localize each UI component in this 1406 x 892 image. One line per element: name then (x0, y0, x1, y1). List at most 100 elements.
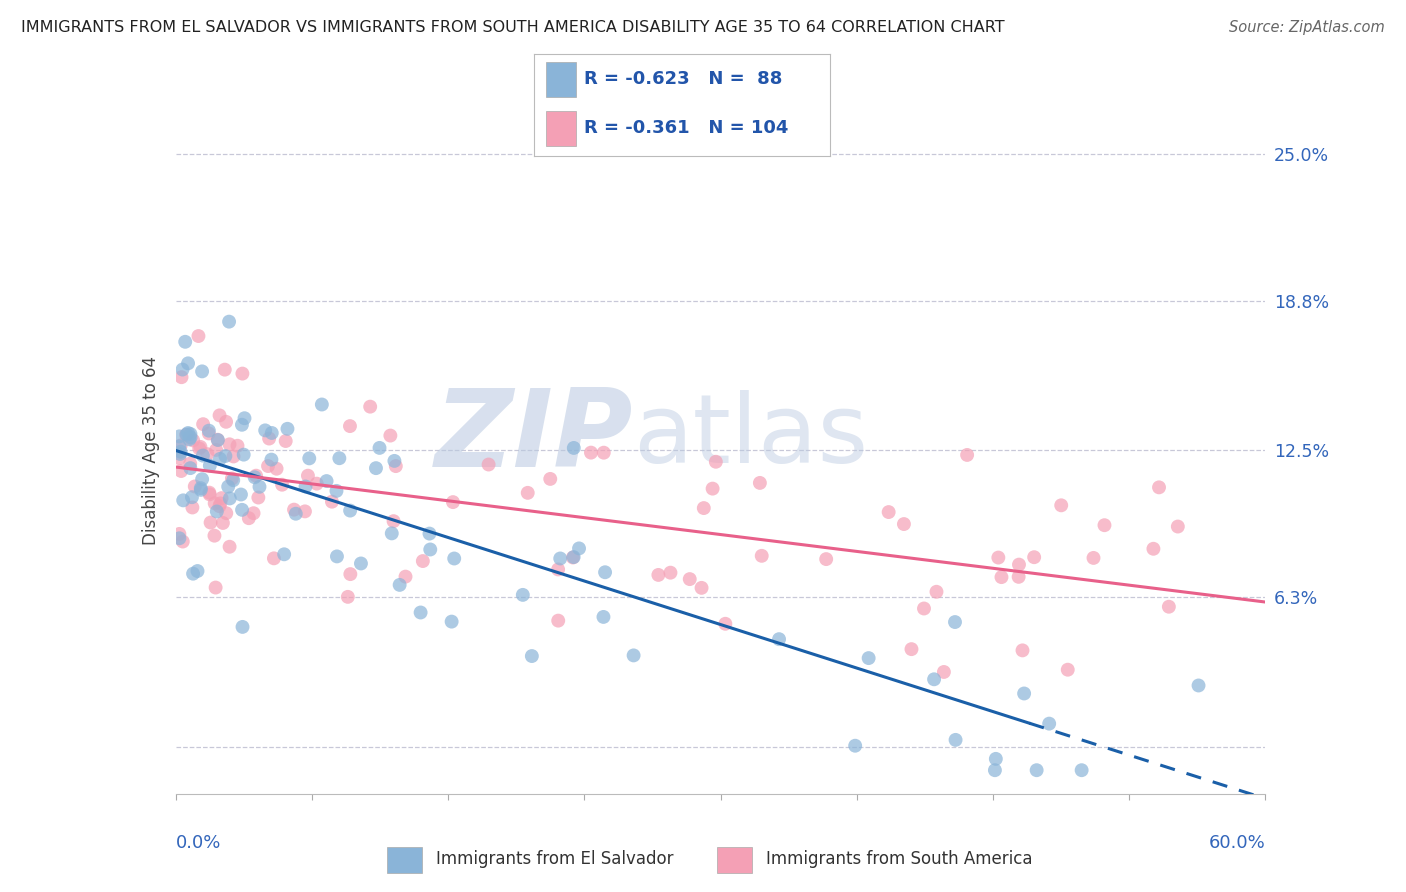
Point (561, 550, 583, 565)
Point (339, 503, 361, 517)
Point (659, 566, 682, 580)
Point (568, 541, 591, 556)
Point (1083, 550, 1105, 565)
Point (984, 763, 1007, 777)
Point (243, 470, 266, 484)
Point (169, 527, 191, 541)
Point (593, 566, 616, 580)
Point (858, 651, 880, 665)
Point (943, 615, 966, 629)
Point (169, 447, 191, 461)
Point (339, 567, 361, 582)
Point (1070, 763, 1092, 777)
Point (1167, 519, 1189, 533)
Point (209, 496, 232, 510)
Point (380, 428, 402, 442)
Point (932, 665, 955, 679)
Point (176, 427, 198, 442)
Point (254, 423, 277, 437)
Point (690, 581, 713, 595)
Point (990, 570, 1012, 584)
Point (443, 551, 465, 566)
Point (321, 494, 343, 508)
Point (231, 367, 253, 381)
Point (174, 427, 197, 442)
Point (169, 531, 191, 545)
Point (198, 487, 221, 501)
Point (1011, 643, 1033, 657)
Point (218, 540, 240, 554)
Point (247, 491, 270, 505)
Point (394, 569, 416, 583)
Point (283, 502, 305, 516)
Text: IMMIGRANTS FROM EL SALVADOR VS IMMIGRANTS FROM SOUTH AMERICA DISABILITY AGE 35 T: IMMIGRANTS FROM EL SALVADOR VS IMMIGRANT… (21, 20, 1005, 35)
Point (1012, 686, 1035, 700)
Text: Immigrants from El Salvador: Immigrants from El Salvador (436, 849, 673, 868)
Point (579, 445, 602, 459)
Point (179, 461, 201, 475)
Point (538, 472, 561, 486)
Text: 60.0%: 60.0% (1209, 834, 1265, 852)
Point (179, 433, 201, 447)
Point (419, 542, 441, 557)
Point (562, 550, 585, 565)
Point (984, 752, 1007, 766)
Point (1147, 480, 1170, 494)
Point (562, 441, 585, 455)
Point (226, 439, 249, 453)
Point (179, 427, 201, 442)
Text: ZIP: ZIP (434, 384, 633, 490)
Point (207, 433, 229, 447)
Point (297, 468, 319, 483)
Point (350, 557, 373, 571)
Point (238, 511, 260, 525)
Point (748, 475, 770, 490)
Point (266, 461, 288, 475)
Text: R = -0.623   N =  88: R = -0.623 N = 88 (585, 70, 783, 87)
Point (647, 568, 669, 582)
Point (1007, 570, 1029, 584)
Point (211, 491, 233, 505)
Point (204, 529, 226, 543)
Point (325, 483, 347, 498)
Point (218, 491, 240, 506)
Point (198, 485, 221, 500)
Point (900, 642, 922, 657)
Point (169, 429, 191, 443)
Point (704, 455, 727, 469)
Point (294, 479, 316, 493)
Point (217, 480, 239, 494)
Point (516, 486, 538, 500)
Point (294, 504, 316, 518)
Point (388, 578, 411, 592)
Point (169, 444, 191, 458)
Point (181, 434, 204, 448)
Point (418, 526, 440, 541)
Point (181, 490, 204, 504)
Point (768, 632, 790, 647)
Point (623, 648, 645, 663)
Text: atlas: atlas (633, 390, 869, 483)
Point (877, 505, 900, 519)
Point (326, 549, 349, 564)
Point (187, 329, 209, 343)
Point (170, 464, 193, 478)
Point (208, 451, 231, 466)
Point (284, 507, 307, 521)
Point (385, 459, 408, 474)
Point (181, 500, 204, 515)
Point (205, 442, 228, 457)
Point (172, 493, 194, 508)
Bar (546, 62, 575, 96)
Point (190, 440, 212, 454)
Y-axis label: Disability Age 35 to 64: Disability Age 35 to 64 (142, 356, 160, 545)
Point (260, 452, 283, 467)
Point (679, 572, 702, 586)
Point (190, 483, 212, 497)
Point (440, 615, 463, 629)
Point (231, 620, 253, 634)
Bar (546, 111, 575, 145)
Point (1187, 678, 1209, 692)
Bar (717, 847, 752, 872)
Point (184, 479, 207, 493)
